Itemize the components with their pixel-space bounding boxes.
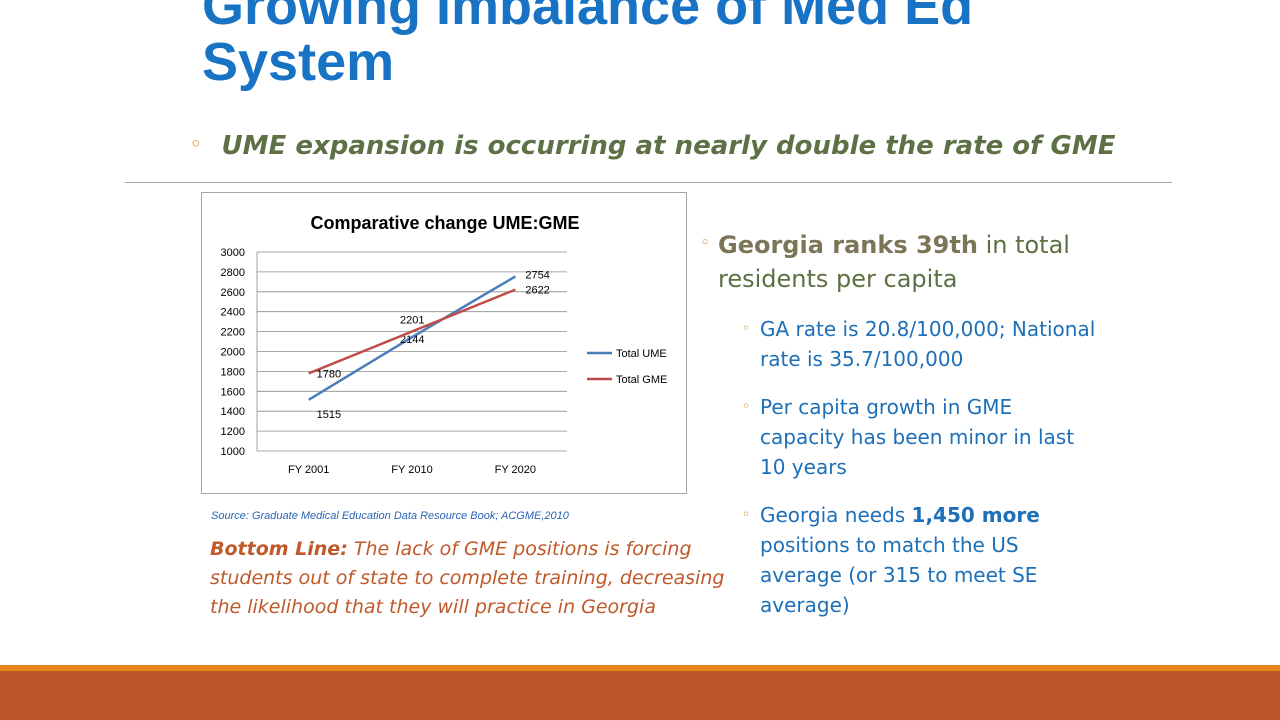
series-line-gme xyxy=(308,288,516,375)
legend-label: Total UME xyxy=(616,348,667,360)
data-label: 2201 xyxy=(400,315,424,327)
sub-bullet-3: ◦ Georgia needs 1,450 more positions to … xyxy=(700,500,1100,620)
y-tick-label: 1000 xyxy=(221,446,245,458)
sub-bullet-1: ◦ GA rate is 20.8/100,000; National rate… xyxy=(700,314,1100,374)
bullet-icon: ◦ xyxy=(742,507,751,523)
data-label: 2622 xyxy=(525,285,549,297)
chart-title: Comparative change UME:GME xyxy=(310,213,579,233)
source-note: Source: Graduate Medical Education Data … xyxy=(211,510,569,522)
line-chart: Comparative change UME:GME 1000 1200 1400 16… xyxy=(221,213,668,476)
bullet-icon: ◦ xyxy=(700,233,711,253)
data-label: 2144 xyxy=(400,334,424,346)
slide-title-line-1: Growing Imbalance of Med Ed xyxy=(202,0,974,36)
bullet-icon: ◦ xyxy=(190,134,202,155)
y-tick-label: 1600 xyxy=(221,386,245,398)
y-tick-label: 2200 xyxy=(221,327,245,339)
sub-bullet-3-post: positions to match the US average (or 31… xyxy=(760,533,1038,617)
y-tick-label: 1800 xyxy=(221,366,245,378)
subtitle-text: UME expansion is occurring at nearly dou… xyxy=(221,131,1116,161)
positions-needed: 1,450 xyxy=(911,503,975,527)
y-tick-label: 1200 xyxy=(221,426,245,438)
legend-label: Total GME xyxy=(616,374,667,386)
data-label: 1515 xyxy=(317,409,341,421)
bullet-icon: ◦ xyxy=(742,321,751,337)
sub-bullet-3-pre: Georgia needs xyxy=(760,503,912,527)
y-tick-label: 2400 xyxy=(221,307,245,319)
slide-title: Growing Imbalance of Med Ed System xyxy=(202,0,1202,90)
x-tick-label: FY 2001 xyxy=(288,464,329,476)
bullet-list: ◦ Georgia ranks 39th in total residents … xyxy=(700,228,1100,620)
x-tick-label: FY 2010 xyxy=(391,464,432,476)
main-bullet: ◦ Georgia ranks 39th in total residents … xyxy=(700,228,1100,296)
chart-frame: Comparative change UME:GME 1000 1200 1400 16… xyxy=(201,192,687,494)
x-tick-label: FY 2020 xyxy=(495,464,536,476)
sub-bullet-2: ◦ Per capita growth in GME capacity has … xyxy=(700,392,1100,482)
subtitle: ◦ UME expansion is occurring at nearly do… xyxy=(190,131,1190,161)
sub-bullet-1-text: GA rate is 20.8/100,000; National rate i… xyxy=(760,317,1096,371)
y-tick-label: 1400 xyxy=(221,406,245,418)
slide-title-line-2: System xyxy=(202,32,395,92)
y-tick-label: 2600 xyxy=(221,287,245,299)
series-line-ume xyxy=(308,275,516,401)
footer-accent-line xyxy=(0,665,1280,671)
footer-bar xyxy=(0,671,1280,720)
sub-bullet-3-more: more xyxy=(974,503,1040,527)
divider xyxy=(125,182,1172,183)
y-tick-label: 2000 xyxy=(221,347,245,359)
bottom-line-text: The lack of GME positions is forcing stu… xyxy=(210,538,725,618)
y-tick-label: 2800 xyxy=(221,267,245,279)
sub-bullet-2-text: Per capita growth in GME capacity has be… xyxy=(760,395,1075,479)
bottom-line: Bottom Line: The lack of GME positions i… xyxy=(210,535,740,622)
main-bullet-emphasis: Georgia ranks 39th xyxy=(718,231,978,259)
bottom-line-label: Bottom Line: xyxy=(210,538,348,560)
main-bullet-text: in total residents per capita xyxy=(718,231,1070,293)
data-label: 1780 xyxy=(317,368,341,380)
data-label: 2754 xyxy=(525,269,549,281)
y-tick-label: 3000 xyxy=(221,247,245,259)
bullet-icon: ◦ xyxy=(742,399,751,415)
